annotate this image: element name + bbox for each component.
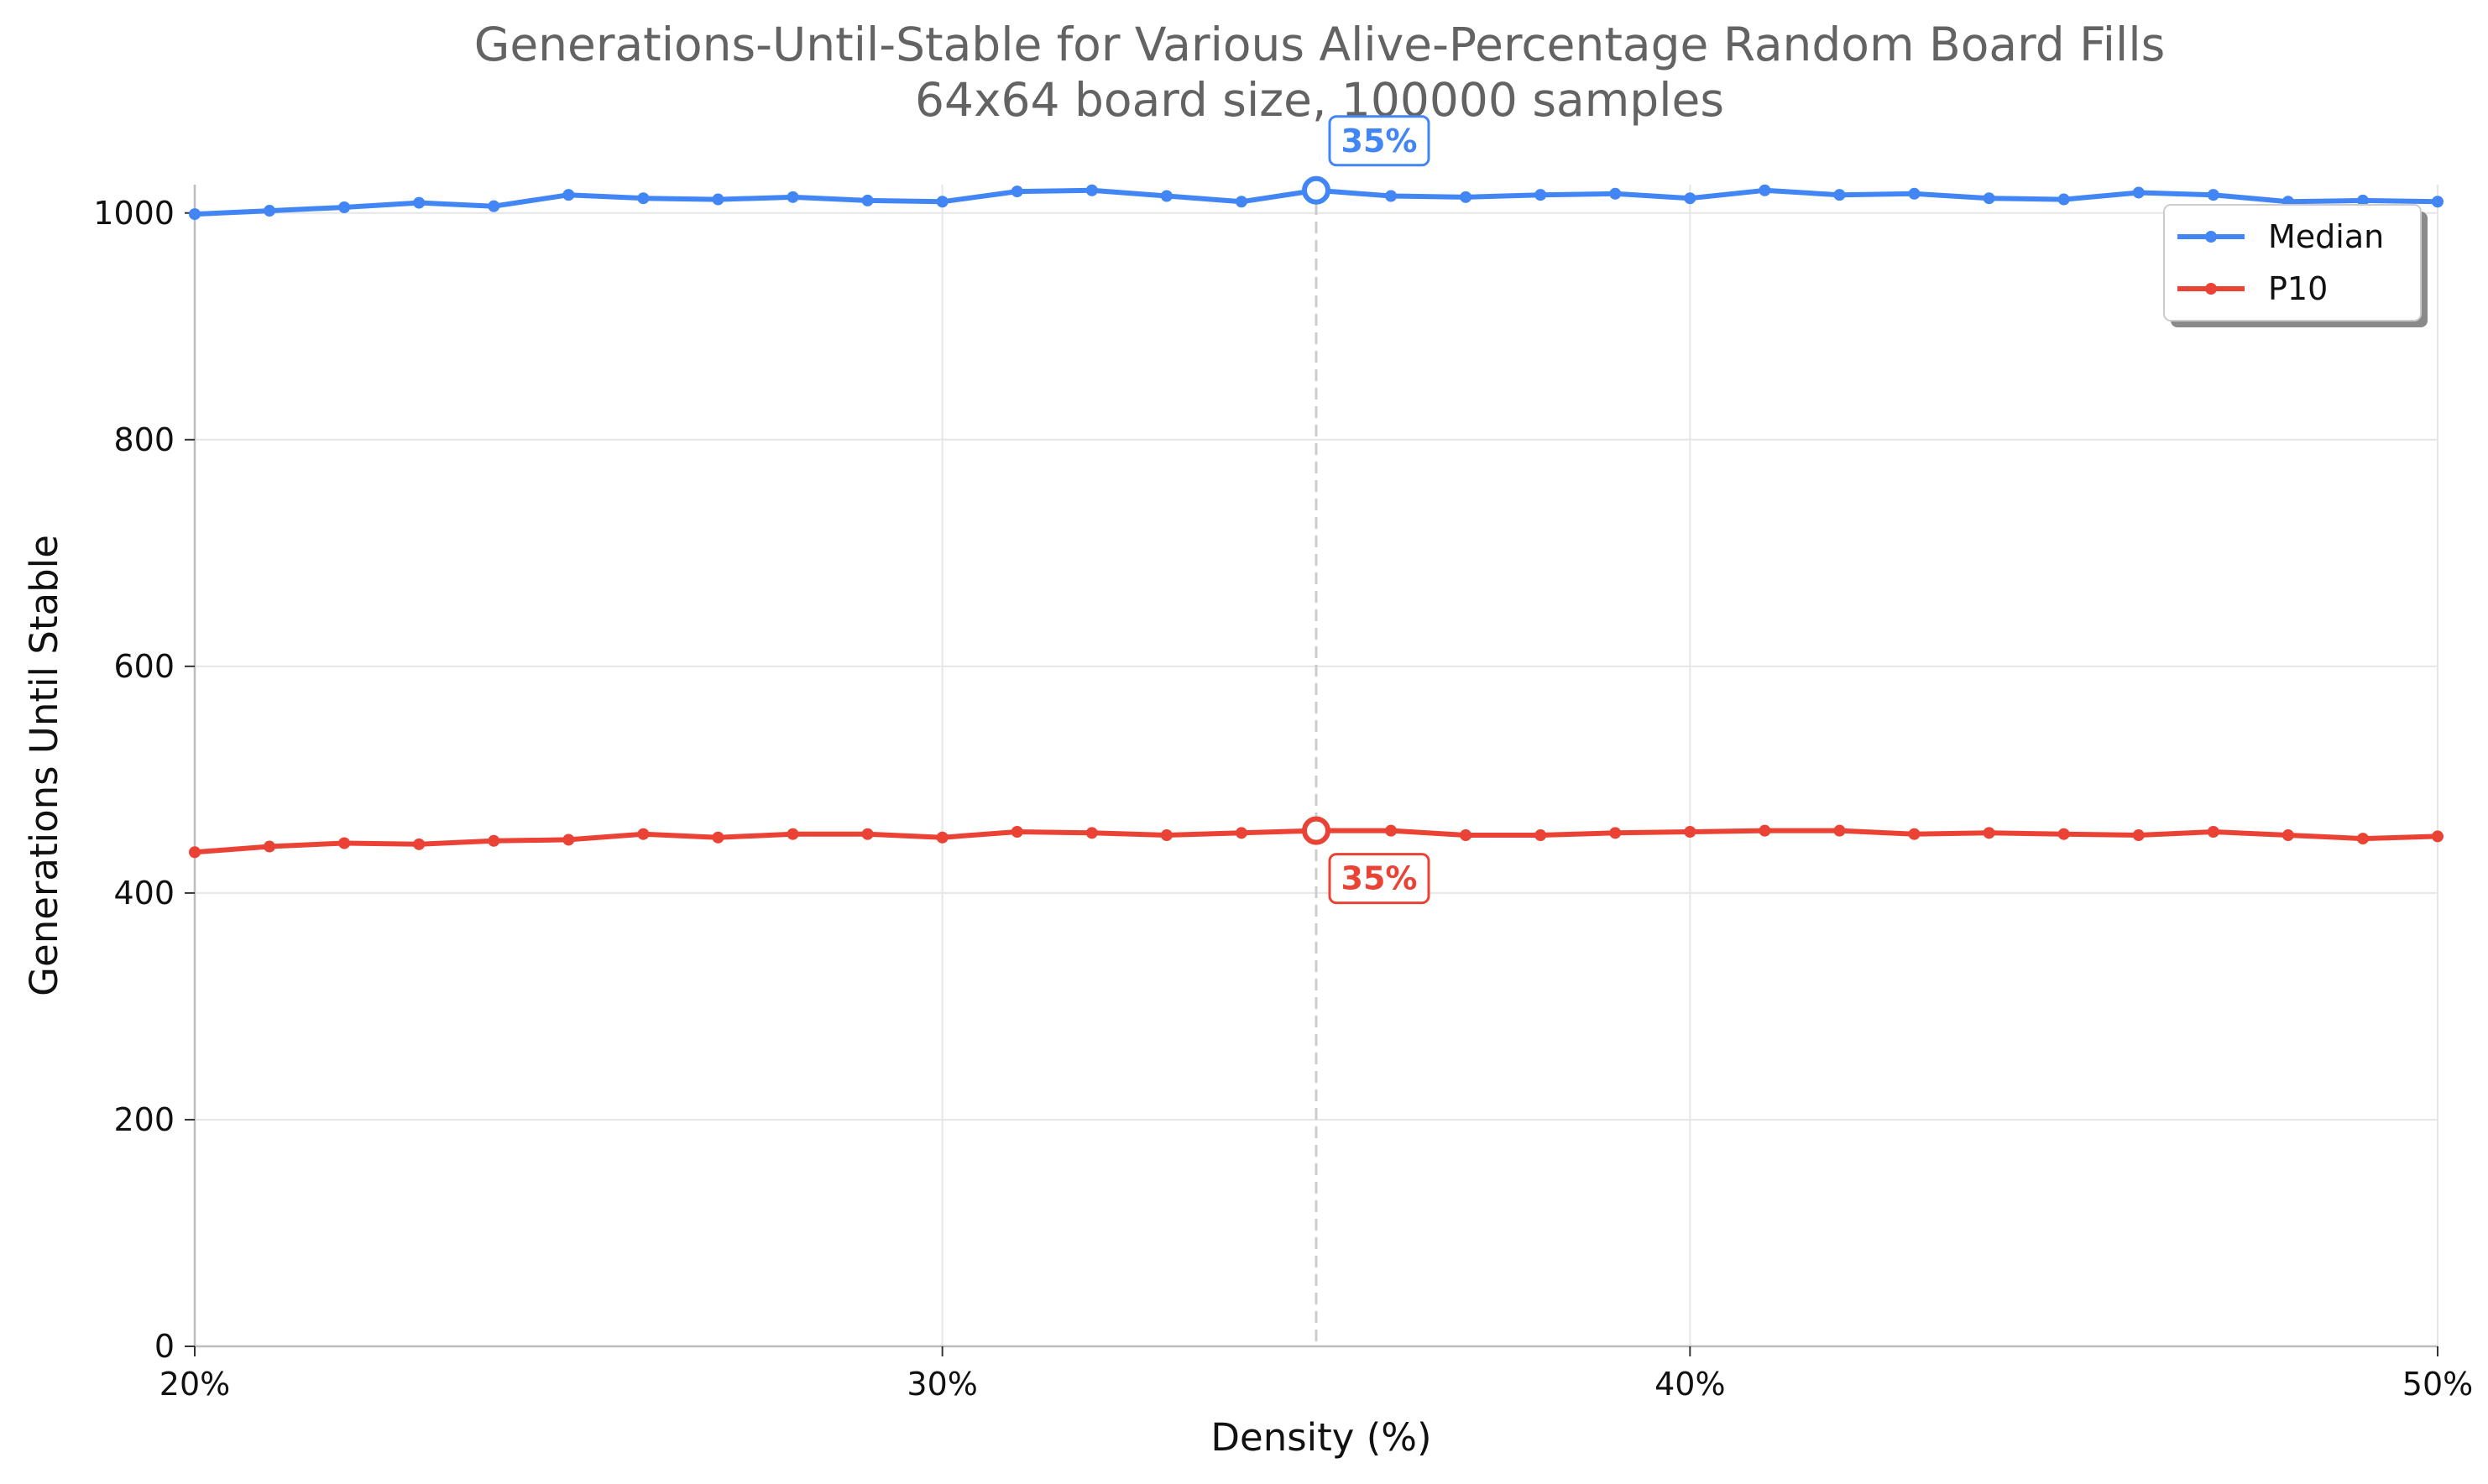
chart-subtitle: 64x64 board size, 100000 samples — [915, 73, 1724, 127]
data-point — [2057, 193, 2070, 206]
data-point — [1385, 824, 1398, 837]
data-point — [1011, 186, 1023, 198]
data-point — [1085, 827, 1098, 839]
data-point — [787, 828, 799, 840]
y-tick-label: 1000 — [93, 195, 175, 232]
data-point — [1833, 189, 1846, 201]
series-group — [189, 175, 2444, 859]
data-point — [1235, 827, 1247, 839]
legend-marker — [2205, 283, 2217, 295]
legend-label: Median — [2268, 218, 2384, 255]
data-point — [861, 194, 874, 206]
data-point — [936, 831, 949, 844]
data-point — [787, 191, 799, 203]
peak-marker — [1302, 175, 1330, 205]
x-tick-label: 40% — [1654, 1366, 1725, 1403]
data-point — [488, 834, 500, 847]
data-point — [264, 205, 276, 217]
annotation-box — [1328, 853, 1430, 905]
data-point — [1609, 187, 1622, 200]
data-point — [2132, 829, 2145, 842]
data-point — [1684, 825, 1696, 838]
y-axis-label: Generations Until Stable — [22, 535, 66, 996]
data-point — [1684, 192, 1696, 205]
data-point — [861, 828, 874, 840]
data-point — [936, 196, 949, 208]
data-point — [1609, 827, 1622, 839]
x-tick-label: 50% — [2402, 1366, 2473, 1403]
data-point — [2207, 825, 2219, 838]
data-point — [1908, 187, 1921, 200]
data-point — [562, 833, 575, 846]
legend-marker — [2205, 231, 2217, 243]
data-point — [1908, 828, 1921, 840]
data-point — [562, 189, 575, 201]
data-point — [1460, 829, 1472, 842]
data-point — [1534, 189, 1547, 201]
data-point — [189, 846, 201, 859]
data-point — [2432, 196, 2444, 208]
data-point — [189, 208, 201, 221]
data-point — [2057, 828, 2070, 840]
data-point — [1085, 184, 1098, 196]
data-point — [2207, 189, 2219, 201]
data-point — [1759, 824, 1771, 837]
axes: 0 200 400 600 800 1000 20% 30% 40% 50% — [93, 185, 2473, 1403]
annotation-label: 35% — [1341, 860, 1418, 897]
x-axis-label: Density (%) — [1210, 1415, 1431, 1460]
data-point — [2132, 186, 2145, 199]
data-point — [1833, 824, 1846, 837]
peak-marker — [1302, 816, 1330, 845]
data-point — [637, 828, 650, 840]
y-tick-label: 400 — [113, 875, 175, 912]
data-point — [1534, 829, 1547, 842]
legend: Median P10 — [2163, 204, 2428, 327]
data-point — [1235, 196, 1247, 208]
data-point — [264, 840, 276, 853]
data-point — [1460, 191, 1472, 203]
data-point — [413, 838, 426, 850]
data-point — [1160, 829, 1173, 842]
y-tick-label: 800 — [113, 421, 175, 458]
data-point — [488, 200, 500, 212]
y-tick-label: 200 — [113, 1101, 175, 1138]
data-point — [712, 193, 724, 206]
data-point — [338, 201, 351, 214]
legend-label: P10 — [2268, 270, 2328, 307]
x-tick-label: 20% — [159, 1366, 230, 1403]
x-tick-label: 30% — [907, 1366, 977, 1403]
data-point — [1983, 192, 1995, 205]
data-point — [637, 192, 650, 205]
data-point — [2432, 830, 2444, 843]
data-point — [413, 196, 426, 209]
chart-title: Generations-Until-Stable for Various Ali… — [474, 18, 2166, 71]
data-point — [2356, 833, 2369, 845]
data-point — [1983, 827, 1995, 839]
data-point — [338, 837, 351, 849]
data-point — [1759, 184, 1771, 196]
data-point — [1385, 190, 1398, 202]
data-point — [712, 831, 724, 844]
annotation-label: 35% — [1341, 123, 1418, 159]
y-tick-label: 600 — [113, 648, 175, 685]
data-point — [2282, 829, 2294, 842]
data-point — [1160, 190, 1173, 202]
legend-box — [2163, 204, 2422, 321]
y-tick-label: 0 — [154, 1328, 175, 1365]
annotation-box — [1328, 115, 1430, 167]
annotations: 35% 35% — [1328, 115, 1430, 905]
data-point — [1011, 825, 1023, 838]
data-point — [2356, 194, 2369, 206]
